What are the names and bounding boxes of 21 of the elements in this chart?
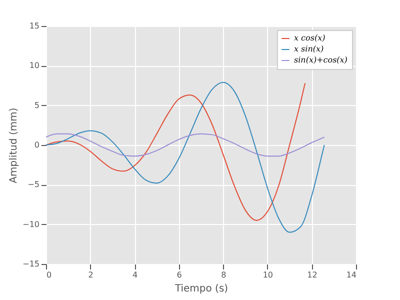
x-tick-label: 14 bbox=[346, 270, 356, 280]
y-tick-label: 5 bbox=[34, 100, 40, 110]
y-tick-label: 10 bbox=[29, 61, 40, 70]
x-tick-label: 8 bbox=[221, 270, 226, 280]
y-tick-label: 0 bbox=[34, 140, 40, 150]
y-tick-label: −15 bbox=[22, 260, 40, 268]
y-tick-label: −5 bbox=[28, 180, 40, 190]
x-tick-label: 4 bbox=[132, 270, 138, 280]
legend-label: sin(x)+cos(x) bbox=[294, 56, 348, 64]
line-series bbox=[46, 133, 325, 157]
x-tick-label: 12 bbox=[307, 270, 318, 280]
y-axis-title: Amplitud (mm) bbox=[8, 108, 20, 184]
x-tick-label: 6 bbox=[176, 270, 182, 280]
legend-label: x cos(x) bbox=[294, 34, 326, 42]
x-tick-label: 0 bbox=[46, 270, 52, 280]
x-axis-title: Tiempo (s) bbox=[174, 284, 228, 294]
legend-label: x sin(x) bbox=[294, 44, 324, 54]
y-tick-label: 15 bbox=[29, 22, 40, 30]
x-tick-label: 10 bbox=[262, 270, 274, 280]
x-tick-label: 2 bbox=[88, 270, 94, 280]
y-tick-label: −10 bbox=[22, 220, 40, 229]
